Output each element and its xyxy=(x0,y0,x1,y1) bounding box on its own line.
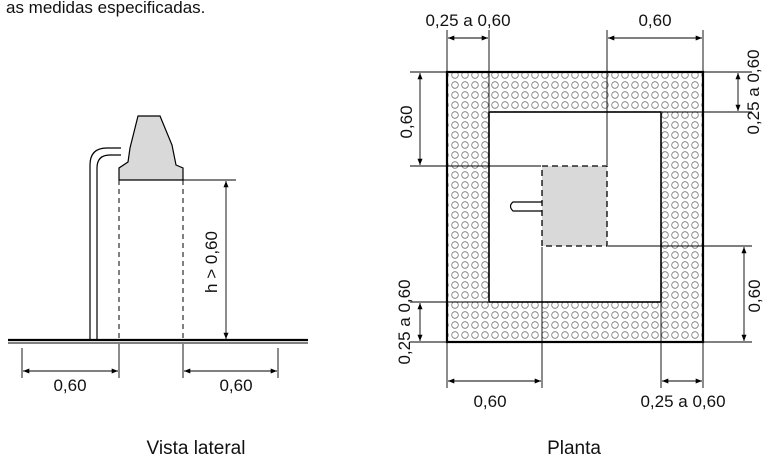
left-upper-label: 0,60 xyxy=(397,105,416,138)
pipe-inner xyxy=(96,154,121,340)
left-lower-label: 0,25 a 0,60 xyxy=(395,279,414,364)
fountain-plan xyxy=(541,165,608,247)
side-view: h > 0,60 0,60 0,60 Vista lateral xyxy=(8,115,308,459)
right-width-label: 0,60 xyxy=(219,376,252,395)
bottom-left-label: 0,60 xyxy=(473,392,506,411)
bottom-right-label: 0,25 a 0,60 xyxy=(640,392,725,411)
height-label: h > 0,60 xyxy=(202,231,221,293)
plan-view-caption: Planta xyxy=(547,438,601,459)
pipe-plan xyxy=(509,201,542,212)
right-top-label: 0,25 a 0,60 xyxy=(744,49,763,134)
top-right-label: 0,60 xyxy=(638,11,671,30)
side-view-caption: Vista lateral xyxy=(147,438,246,459)
left-width-label: 0,60 xyxy=(53,376,86,395)
pipe-outer xyxy=(89,147,121,340)
outer-boundary xyxy=(445,70,705,344)
fountain-body xyxy=(118,115,184,181)
top-left-label: 0,25 a 0,60 xyxy=(425,11,510,30)
header-text: as medidas especificadas. xyxy=(6,0,205,17)
plan-view: 0,25 a 0,60 0,60 0,25 a 0,60 0,60 0,25 a… xyxy=(395,11,764,459)
right-lower-label: 0,60 xyxy=(745,279,764,312)
